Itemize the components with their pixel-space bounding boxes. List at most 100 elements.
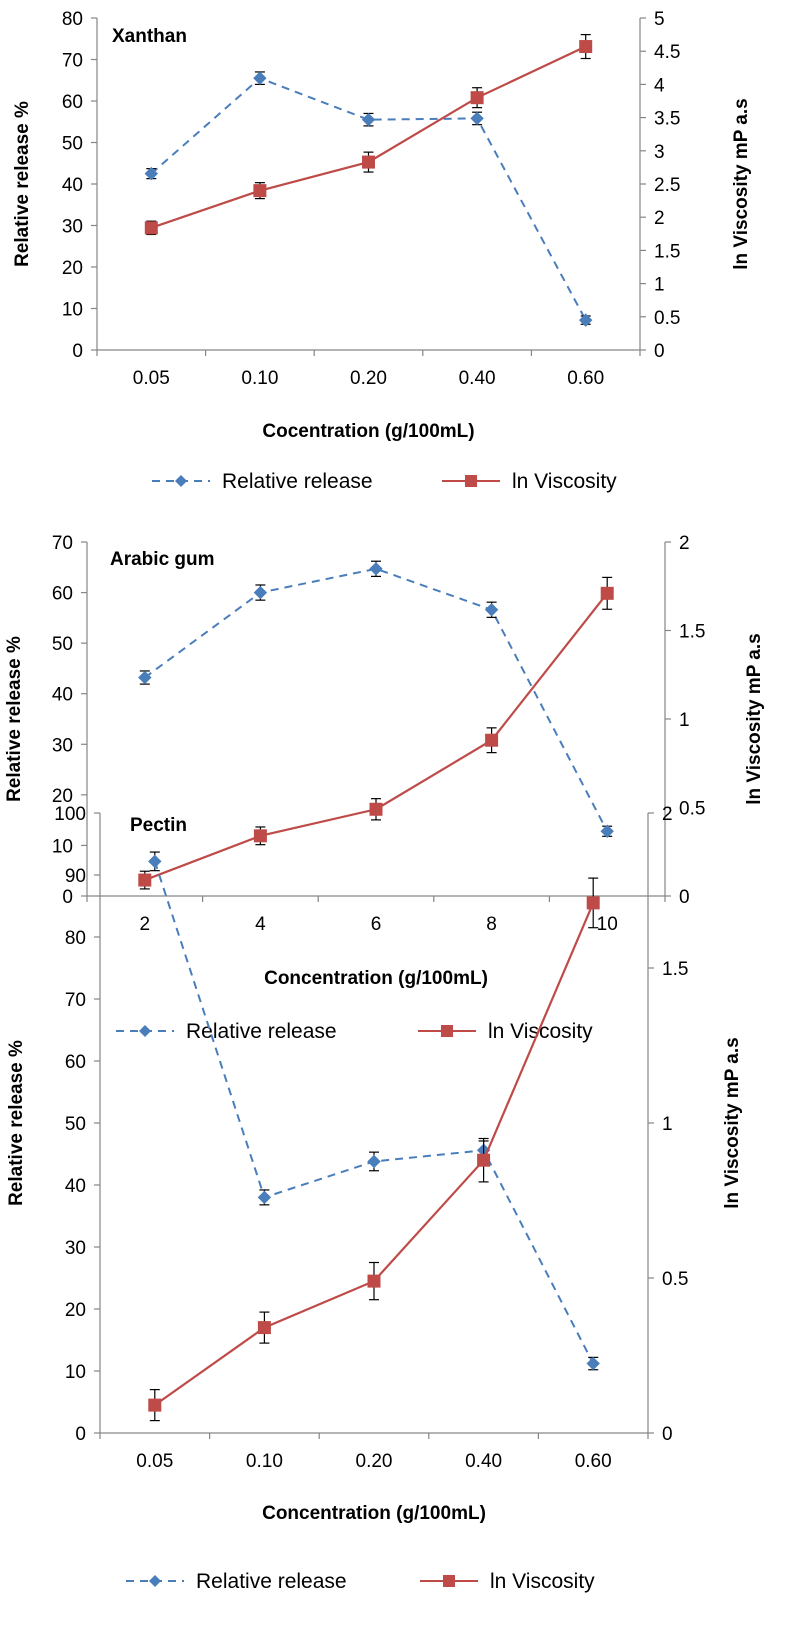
y2-tick-label: 0.5 [679,799,705,820]
y-axis-title: Relative release % [12,101,33,267]
data-point [138,873,152,887]
series-ln-viscosity [138,576,614,890]
y-tick-label: 20 [52,786,73,807]
y2-tick-label: 2.5 [654,175,680,196]
x-tick-label: 0.60 [575,1451,612,1472]
y2-tick-label: 0.5 [654,308,680,329]
y2-tick-label: 0 [679,887,690,908]
y2-tick-label: 1.5 [654,241,680,262]
y-tick-label: 0 [62,887,73,908]
y-tick-label: 10 [65,1362,86,1383]
data-point [470,91,484,105]
legend-swatch-marker [175,475,187,487]
y-tick-label: 40 [52,685,73,706]
data-point [470,111,484,126]
y-tick-label: 70 [65,990,86,1011]
y-tick-label: 30 [65,1238,86,1259]
legend: Relative release ln Viscosity [152,470,617,493]
y-axis-title: Relative release % [6,1040,27,1206]
data-point [144,221,158,235]
chart-title: Arabic gum [110,549,215,570]
y2-tick-label: 2 [679,533,690,554]
y-tick-label: 70 [62,51,83,72]
data-point [586,896,600,910]
data-point [148,854,162,869]
data-point [484,603,499,617]
legend-swatch-marker [139,1025,151,1037]
x-tick-label: 8 [486,914,497,935]
chart-title: Pectin [130,815,187,836]
chart-arabic-gum: 0 10 20 30 40 50 60 70 0 0.5 1 1.5 2 2 4 6 8 10 Arabic gum… [4,533,765,1043]
y-tick-label: 60 [52,584,73,605]
y2-tick-label: 4.5 [654,42,680,63]
y-tick-label: 10 [62,300,83,321]
x-tick-label: 0.20 [356,1451,393,1472]
data-point [253,585,268,600]
series-relative-release [144,71,593,327]
y2-axis-title: ln Viscosity mP a.s [722,1037,743,1208]
data-point [367,1274,381,1288]
y2-tick-label: 1.5 [662,959,688,980]
y2-tick-label: 0 [662,1424,673,1445]
y-tick-label: 90 [65,866,86,887]
y-tick-label: 0 [72,341,83,362]
data-point [253,829,267,843]
data-point [586,1356,600,1371]
y-tick-label: 10 [52,836,73,857]
legend-item: ln Viscosity [442,470,617,493]
data-point [600,824,614,838]
legend-swatch-marker [465,475,477,487]
chart-xanthan: 0 10 20 30 40 50 60 70 80 0 0.5 1 1.5 2 2.5 3 3.5 4 4.5 5 0.… [12,9,752,493]
x-tick-label: 0.05 [136,1451,173,1472]
y-tick-label: 40 [65,1176,86,1197]
data-point [600,586,614,600]
data-point [485,733,499,747]
y2-axis-title: ln Viscosity mP a.s [731,98,752,269]
x-tick-label: 0.40 [465,1451,502,1472]
y2-tick-label: 2 [654,208,665,229]
y-tick-label: 50 [65,1114,86,1135]
y2-tick-label: 5 [654,9,665,30]
y2-tick-label: 3.5 [654,109,680,130]
y-tick-label: 100 [54,804,86,825]
y2-tick-label: 4 [654,75,665,96]
y2-tick-label: 1 [654,275,665,296]
x-tick-label: 0.20 [350,368,387,389]
legend-label: Relative release [186,1020,337,1043]
data-point [148,1398,162,1412]
y2-tick-label: 1 [679,710,690,731]
y2-tick-label: 1.5 [679,622,705,643]
y-tick-label: 40 [62,175,83,196]
data-point [477,1153,491,1167]
y-tick-label: 60 [62,92,83,113]
x-axis-title: Concentration (g/100mL) [264,968,488,989]
x-tick-label: 0.05 [133,368,170,389]
data-point [362,155,375,169]
y-tick-label: 60 [65,1052,86,1073]
legend-label: Relative release [196,1570,347,1593]
data-point [257,1321,271,1335]
x-tick-label: 6 [371,914,382,935]
y2-tick-label: 1 [662,1114,673,1135]
legend-item: Relative release [116,1020,337,1043]
legend-swatch-marker [149,1575,161,1587]
y2-tick-label: 3 [654,142,665,163]
data-point [253,184,267,198]
legend-label: ln Viscosity [490,1570,595,1593]
legend-item: ln Viscosity [418,1020,593,1043]
legend-label: Relative release [222,470,373,493]
legend-item: ln Viscosity [420,1570,595,1593]
data-point [578,313,593,327]
series-line [144,567,609,832]
x-tick-label: 0.60 [567,368,604,389]
legend-swatch-marker [441,1025,453,1037]
y-tick-label: 80 [65,928,86,949]
y-tick-label: 0 [75,1424,86,1445]
legend-label: ln Viscosity [488,1020,593,1043]
y-axis-title: Relative release % [4,636,25,802]
legend: Relative release ln Viscosity [116,1020,593,1043]
x-tick-label: 0.10 [246,1451,283,1472]
y-tick-label: 50 [62,134,83,155]
